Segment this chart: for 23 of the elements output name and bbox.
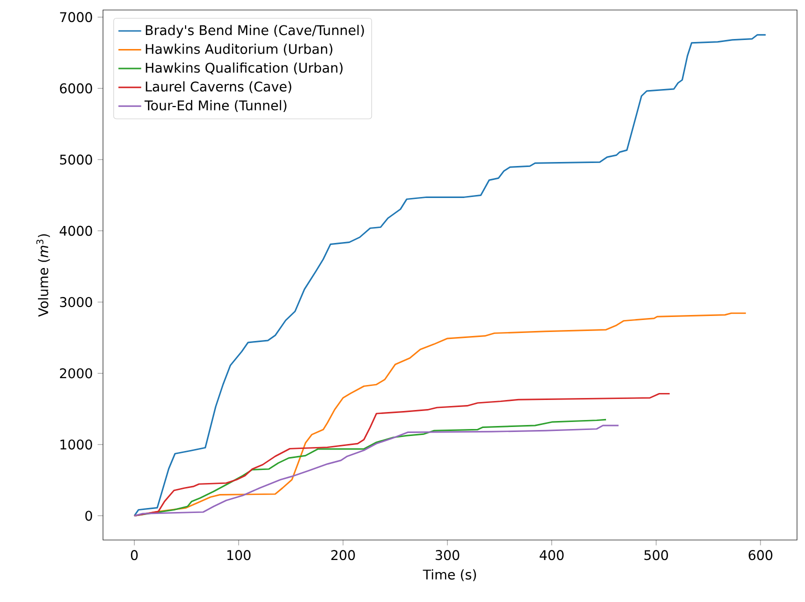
x-tick-label: 100 [227, 550, 251, 560]
y-tick-label: 4000 [60, 226, 92, 236]
x-axis-title: Time (s) [422, 569, 476, 582]
y-tick-label: 1000 [60, 439, 92, 450]
legend-label: Brady's Bend Mine (Cave/Tunnel) [146, 24, 364, 38]
x-tick-label: 0 [130, 550, 138, 560]
x-tick-label: 300 [436, 550, 460, 560]
y-tick-label: 7000 [60, 12, 92, 22]
y-tick-label: 2000 [60, 368, 92, 378]
y-tick-label: 0 [85, 510, 92, 521]
legend-label: Hawkins Qualification (Urban) [146, 62, 343, 74]
y-tick-label: 5000 [60, 154, 92, 165]
x-tick-label: 200 [331, 550, 355, 560]
legend-label: Tour-Ed Mine (Tunnel) [144, 100, 286, 112]
y-tick-label: 6000 [60, 83, 92, 94]
y-tick-label: 3000 [60, 297, 92, 308]
y-axis-title: Volume (m$^{3}$) [36, 234, 50, 317]
x-tick-label: 600 [748, 550, 772, 560]
legend-label: Hawkins Auditorium (Urban) [146, 44, 332, 56]
x-tick-label: 500 [644, 550, 668, 560]
legend-label: Laurel Caverns (Cave) [146, 81, 292, 94]
x-tick-label: 400 [540, 550, 564, 560]
line-series [134, 392, 670, 517]
